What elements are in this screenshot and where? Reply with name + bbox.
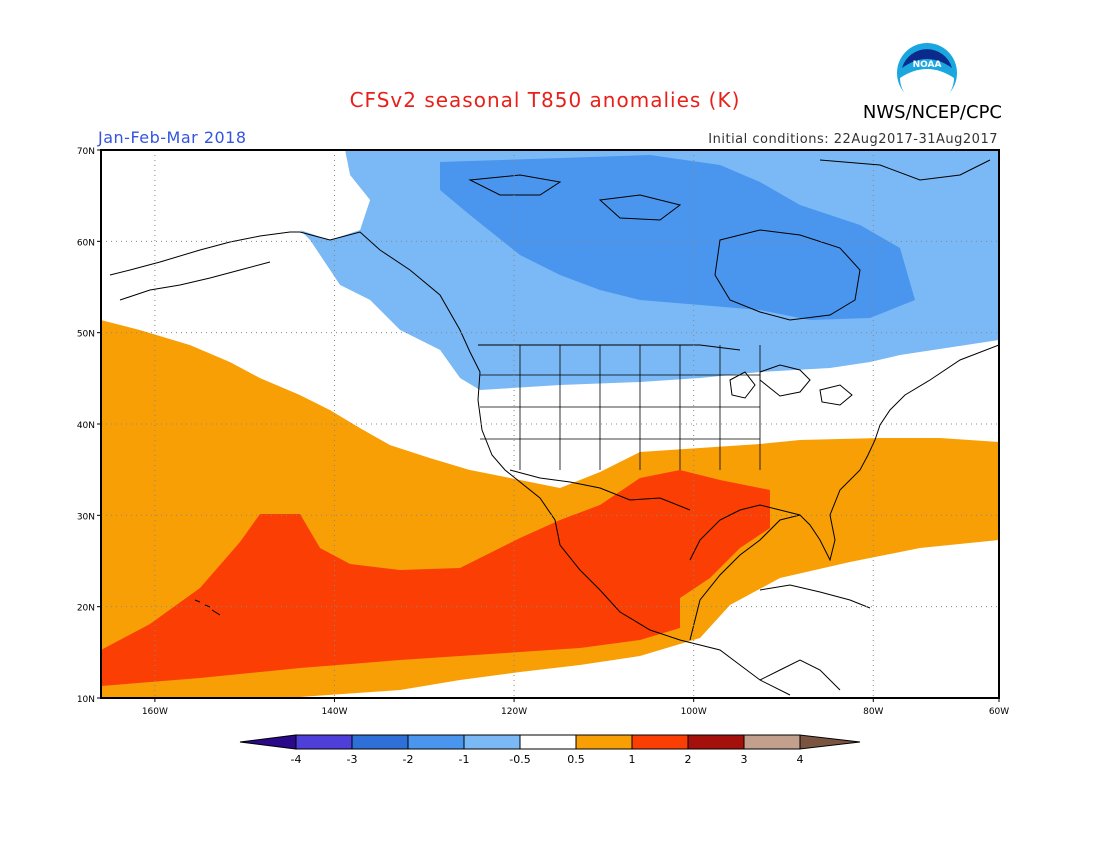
colorbar-label: 4: [797, 753, 804, 766]
latitude-label: 70N: [77, 147, 95, 157]
longitude-labels: 160W 140W 120W 100W 80W 60W: [142, 698, 1009, 717]
longitude-label: 120W: [501, 707, 527, 717]
longitude-label: 60W: [989, 707, 1009, 717]
colorbar-label: -1: [459, 753, 470, 766]
coastline-segment: [598, 194, 682, 221]
latitude-label: 60N: [77, 238, 95, 248]
anomaly-region-neutral-west: [101, 150, 470, 470]
forecast-period: Jan-Feb-Mar 2018: [98, 128, 247, 147]
colorbar-segment: [631, 734, 689, 750]
colorbar-segment: [687, 734, 745, 750]
initial-conditions: Initial conditions: 22Aug2017-31Aug2017: [708, 132, 998, 147]
colorbar-arrow-left: [239, 734, 297, 750]
colorbar-label: -0.5: [509, 753, 530, 766]
colorbar-arrow-right: [799, 734, 861, 750]
noaa-logo-text: NOAA: [913, 60, 942, 70]
latitude-label: 40N: [77, 421, 95, 431]
coastline-segment: [759, 364, 811, 397]
coastline-segment: [109, 231, 300, 276]
colorbar-label: 1: [629, 753, 636, 766]
noaa-logo-wave: [900, 69, 954, 105]
colorbar-label: 3: [741, 753, 748, 766]
colorbar-segment: [743, 734, 801, 750]
colorbar-segment: [295, 734, 353, 750]
agency-label: NWS/NCEP/CPC: [862, 102, 1002, 123]
latitude-label: 30N: [77, 512, 95, 522]
coastline-segment: [119, 261, 271, 301]
coastline-segment: [819, 159, 991, 181]
coastlines: [109, 159, 999, 696]
coastline-segment: [509, 469, 691, 511]
coastline-segment: [299, 231, 791, 696]
colorbar-segment: [407, 734, 465, 750]
noaa-logo: NOAA: [896, 42, 958, 105]
colorbar-segment: [519, 734, 577, 750]
latitude-label: 50N: [77, 330, 95, 340]
coastline-segment: [689, 344, 999, 641]
latitude-label: 20N: [77, 604, 95, 614]
anomaly-region-pos1-band: [101, 470, 770, 686]
latitude-label: 10N: [77, 695, 95, 705]
coastline-segment: [759, 584, 871, 609]
colorbar-label: 2: [685, 753, 692, 766]
coastline-segment: [194, 599, 221, 616]
coastline-segment: [689, 504, 801, 561]
coastline-segment: [478, 344, 741, 351]
coastline-segment: [759, 659, 841, 691]
anomaly-fields: [101, 150, 999, 698]
longitude-label: 100W: [681, 707, 707, 717]
colorbar-label: -3: [347, 753, 358, 766]
colorbar-label: 0.5: [567, 753, 585, 766]
coastline-segment: [714, 229, 861, 321]
colorbar-label: -4: [291, 753, 302, 766]
colorbar-segment: [575, 734, 633, 750]
longitude-label: 160W: [142, 707, 168, 717]
colorbar-label: -2: [403, 753, 414, 766]
colorbar-segment: [351, 734, 409, 750]
map-title: CFSv2 seasonal T850 anomalies (K): [349, 88, 741, 112]
coastline-segment: [819, 384, 853, 406]
colorbar: -4 -3 -2 -1 -0.5 0.5 1 2 3 4: [239, 734, 861, 766]
coastline-segment: [729, 371, 756, 399]
noaa-logo-bird: [902, 49, 952, 68]
longitude-label: 80W: [863, 707, 883, 717]
anomaly-region-neg1-north: [440, 155, 915, 320]
coastline-segment: [468, 174, 562, 196]
longitude-label: 140W: [321, 707, 347, 717]
colorbar-segment: [463, 734, 521, 750]
latitude-labels: 70N 60N 50N 40N 30N 20N 10N: [77, 147, 101, 705]
